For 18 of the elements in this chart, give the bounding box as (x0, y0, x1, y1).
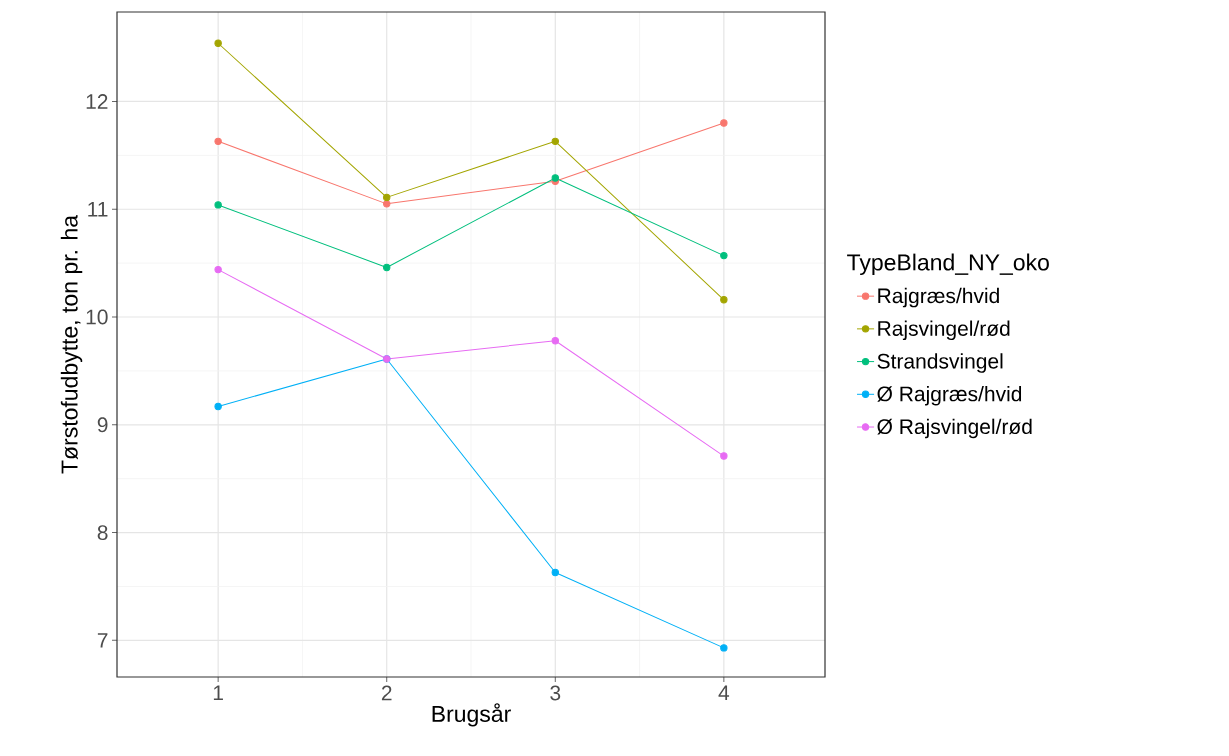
y-tick-label: 9 (97, 417, 108, 433)
legend-label: Ø Rajsvingel/rød (877, 418, 1032, 439)
y-tick-label: 10 (86, 309, 108, 325)
x-tick-label: 3 (550, 685, 561, 701)
y-tick-label: 12 (86, 94, 108, 109)
x-tick-label: 1 (213, 685, 223, 700)
x-tick-label: 2 (381, 685, 392, 701)
y-axis-title: Tørstofudbytte, ton pr. ha (60, 214, 83, 474)
legend-label: Ø Rajgræs/hvid (877, 385, 1022, 406)
legend-label: Rajsvingel/rød (878, 320, 1010, 341)
x-tick-label: 4 (718, 685, 730, 700)
y-tick-label: 8 (97, 525, 108, 541)
legend-label: Strandsvingel (877, 353, 1003, 373)
y-tick-label: 7 (97, 633, 108, 648)
legend-title: TypeBland_NY_oko (847, 253, 1049, 276)
legend-label: Rajgræs/hvid (878, 287, 999, 308)
y-tick-label: 11 (88, 202, 108, 217)
x-axis-title: Brugsår (432, 703, 511, 727)
